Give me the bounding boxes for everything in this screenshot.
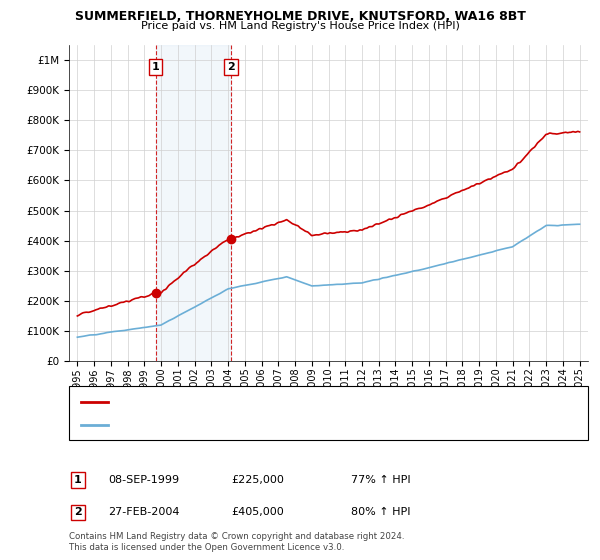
Text: 08-SEP-1999: 08-SEP-1999 (108, 475, 179, 485)
Text: Price paid vs. HM Land Registry's House Price Index (HPI): Price paid vs. HM Land Registry's House … (140, 21, 460, 31)
Text: 1: 1 (74, 475, 82, 485)
Text: SUMMERFIELD, THORNEYHOLME DRIVE, KNUTSFORD, WA16 8BT: SUMMERFIELD, THORNEYHOLME DRIVE, KNUTSFO… (74, 10, 526, 23)
Text: HPI: Average price, detached house, Cheshire East: HPI: Average price, detached house, Ches… (113, 419, 361, 430)
Text: Contains HM Land Registry data © Crown copyright and database right 2024.
This d: Contains HM Land Registry data © Crown c… (69, 532, 404, 552)
Text: 77% ↑ HPI: 77% ↑ HPI (351, 475, 410, 485)
Text: 2: 2 (227, 62, 235, 72)
Text: 2: 2 (74, 507, 82, 517)
Bar (155, 45, 231, 361)
Text: £225,000: £225,000 (231, 475, 284, 485)
Text: 1: 1 (152, 62, 160, 72)
Text: 80% ↑ HPI: 80% ↑ HPI (351, 507, 410, 517)
Text: SUMMERFIELD, THORNEYHOLME DRIVE, KNUTSFORD, WA16 8BT (detached house): SUMMERFIELD, THORNEYHOLME DRIVE, KNUTSFO… (113, 398, 518, 407)
Text: £405,000: £405,000 (231, 507, 284, 517)
Text: 27-FEB-2004: 27-FEB-2004 (108, 507, 179, 517)
